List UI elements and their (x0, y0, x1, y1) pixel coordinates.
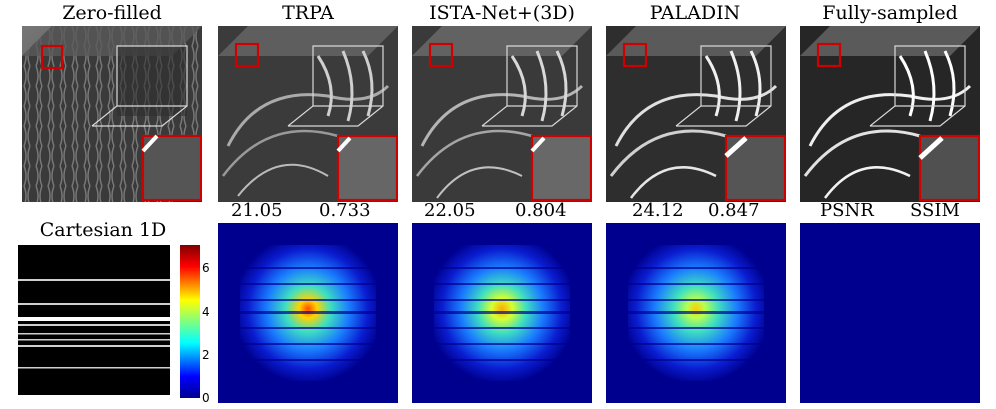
error-map-paladin (606, 223, 786, 403)
psnr-ista-net: 22.05 (424, 200, 476, 221)
error-map-fully-sampled (800, 223, 980, 403)
image-trpa (218, 26, 398, 202)
colorbar-tick-0: 0 (202, 391, 210, 405)
title-fully-sampled: Fully-sampled (822, 2, 958, 24)
ssim-trpa: 0.733 (319, 200, 371, 221)
colorbar-tick-4: 4 (202, 305, 210, 319)
error-map-ista-net (412, 223, 592, 403)
error-map-trpa (218, 223, 398, 403)
psnr-label: PSNR (820, 200, 874, 221)
title-paladin: PALADIN (649, 2, 741, 24)
ssim-label: SSIM (910, 200, 960, 221)
colorbar (178, 244, 208, 399)
image-zero-filled (22, 26, 202, 202)
colorbar-tick-2: 2 (202, 348, 210, 362)
image-fully-sampled (800, 26, 980, 202)
title-trpa: TRPA (282, 2, 334, 24)
colorbar-tick-6: 6 (202, 261, 210, 275)
mask-title: Cartesian 1D (39, 219, 167, 241)
image-ista-net (412, 26, 592, 202)
psnr-trpa: 21.05 (231, 200, 283, 221)
image-paladin (606, 26, 786, 202)
title-zero-filled: Zero-filled (62, 2, 162, 24)
ssim-paladin: 0.847 (708, 200, 760, 221)
sampling-mask (18, 245, 170, 395)
ssim-ista-net: 0.804 (515, 200, 567, 221)
psnr-paladin: 24.12 (632, 200, 684, 221)
title-ista-net: ISTA-Net+(3D) (429, 2, 575, 24)
